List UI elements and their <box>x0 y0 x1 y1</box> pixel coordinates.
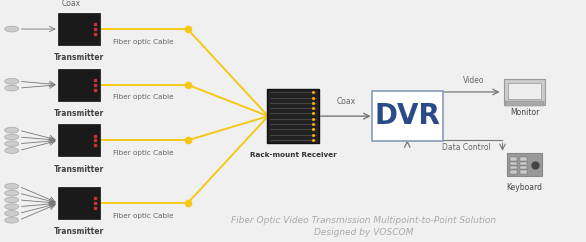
FancyBboxPatch shape <box>504 79 545 105</box>
Text: Transmitter: Transmitter <box>54 53 104 62</box>
Circle shape <box>5 204 19 210</box>
Text: Fiber Optic Video Transmission Multipoint-to-Point Solution: Fiber Optic Video Transmission Multipoin… <box>231 216 496 225</box>
Circle shape <box>5 211 19 216</box>
Circle shape <box>5 141 19 147</box>
Text: Fiber optic Cable: Fiber optic Cable <box>113 39 174 45</box>
Text: Fiber optic Cable: Fiber optic Cable <box>113 213 174 219</box>
FancyBboxPatch shape <box>520 166 527 169</box>
Circle shape <box>5 183 19 189</box>
Text: Transmitter: Transmitter <box>54 109 104 118</box>
FancyBboxPatch shape <box>372 91 443 141</box>
Circle shape <box>5 190 19 196</box>
Text: Keyboard: Keyboard <box>506 183 543 192</box>
Text: Video: Video <box>462 76 484 85</box>
Circle shape <box>5 26 19 32</box>
Text: Coax: Coax <box>336 98 355 106</box>
Circle shape <box>5 217 19 223</box>
FancyBboxPatch shape <box>510 162 517 165</box>
Text: Fiber optic Cable: Fiber optic Cable <box>113 94 174 100</box>
Text: Transmitter: Transmitter <box>54 165 104 174</box>
Circle shape <box>5 78 19 84</box>
Text: Fiber optic Cable: Fiber optic Cable <box>113 150 174 156</box>
Circle shape <box>5 85 19 91</box>
Text: DVR: DVR <box>374 102 440 130</box>
FancyBboxPatch shape <box>520 170 527 174</box>
FancyBboxPatch shape <box>510 166 517 169</box>
Text: Coax: Coax <box>62 0 80 8</box>
Text: Monitor: Monitor <box>510 108 539 117</box>
FancyBboxPatch shape <box>509 83 541 99</box>
Circle shape <box>5 134 19 140</box>
FancyBboxPatch shape <box>520 157 527 161</box>
Circle shape <box>5 197 19 203</box>
Text: Data Control: Data Control <box>442 143 491 151</box>
Circle shape <box>5 127 19 133</box>
FancyBboxPatch shape <box>58 187 100 219</box>
FancyBboxPatch shape <box>267 89 319 143</box>
FancyBboxPatch shape <box>510 157 517 161</box>
FancyBboxPatch shape <box>58 124 100 156</box>
Text: Designed by VOSCOM: Designed by VOSCOM <box>314 228 413 237</box>
FancyBboxPatch shape <box>505 101 544 106</box>
FancyBboxPatch shape <box>58 69 100 101</box>
FancyBboxPatch shape <box>510 170 517 174</box>
FancyBboxPatch shape <box>507 153 542 176</box>
FancyBboxPatch shape <box>58 13 100 45</box>
Text: Rack-mount Receiver: Rack-mount Receiver <box>250 152 336 159</box>
Circle shape <box>5 148 19 153</box>
Text: Transmitter: Transmitter <box>54 227 104 236</box>
FancyBboxPatch shape <box>520 162 527 165</box>
